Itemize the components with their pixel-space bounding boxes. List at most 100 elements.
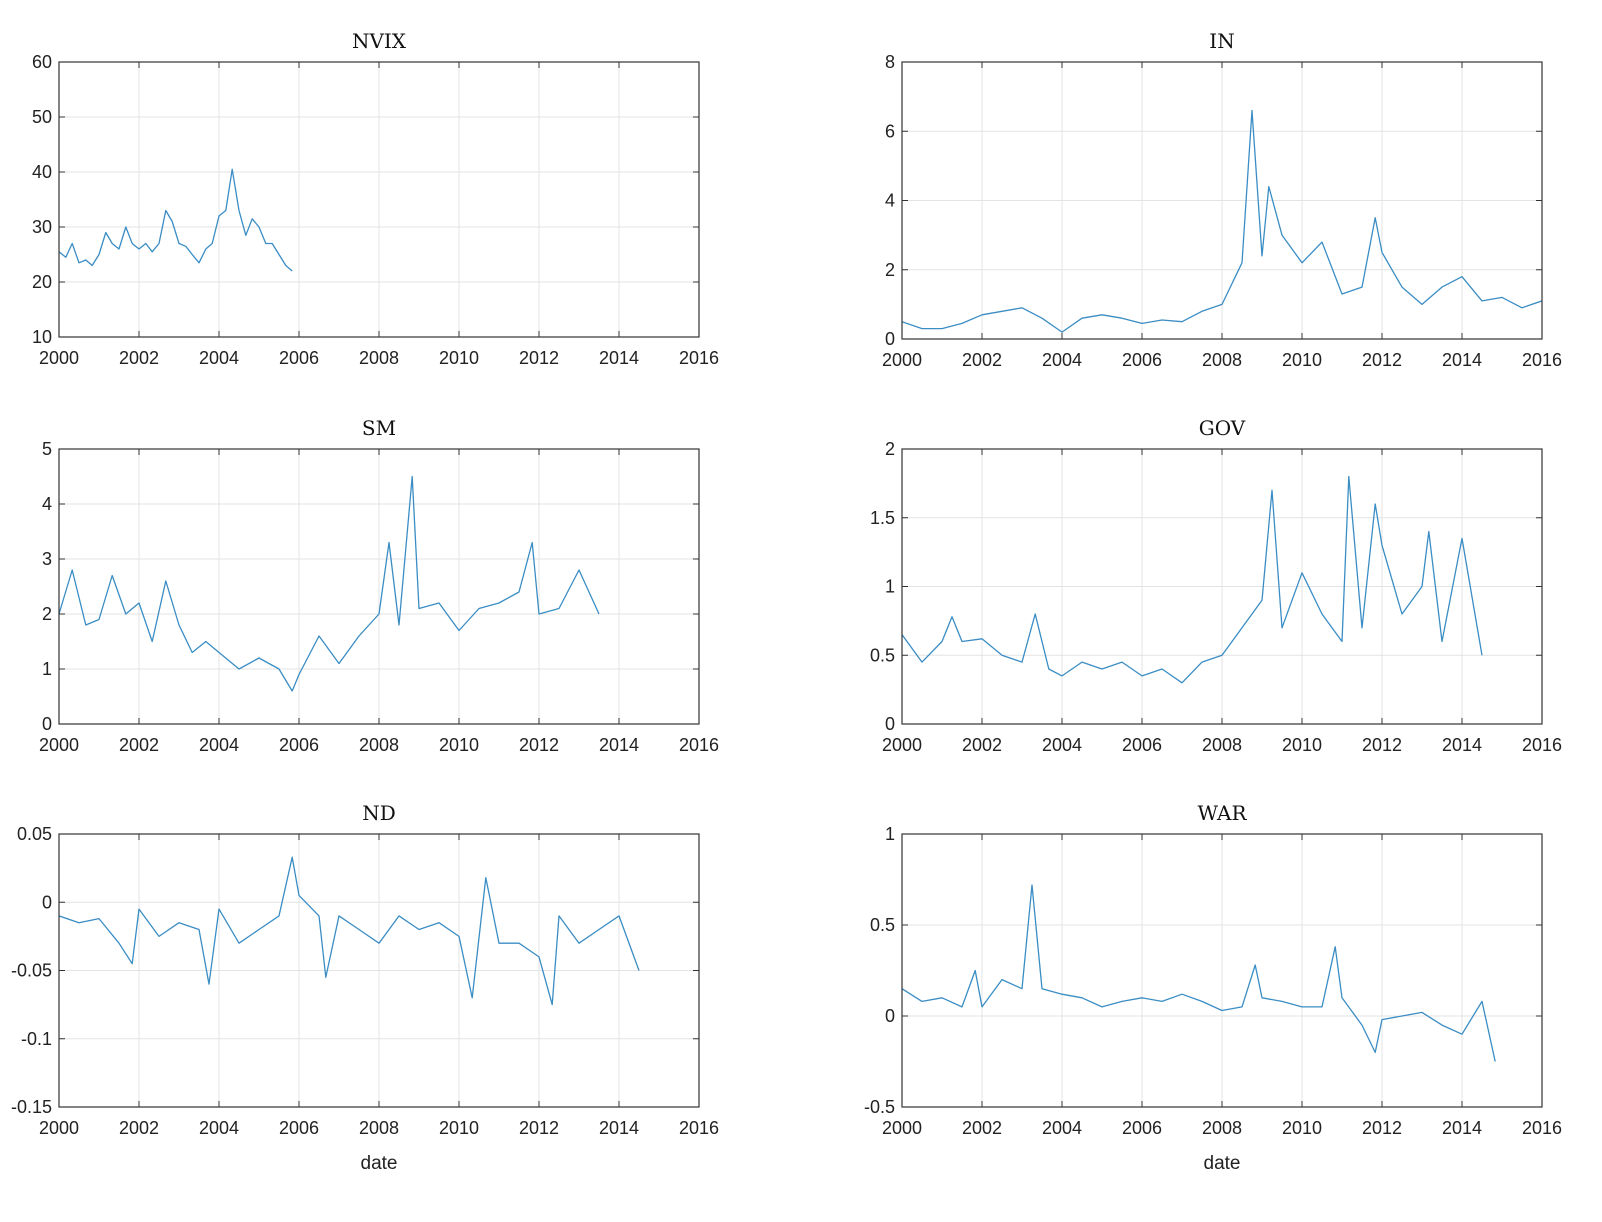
x-tick-label: 2010 [1282,350,1322,370]
y-tick-label: 6 [885,121,895,141]
x-tick-label: 2006 [279,1118,319,1138]
x-tick-label: 2012 [1362,1118,1402,1138]
y-tick-label: 2 [885,439,895,459]
x-axis-label: date [1204,1153,1241,1174]
x-tick-label: 2000 [882,735,922,755]
y-tick-label: 2 [885,260,895,280]
series-line [59,475,600,692]
x-tick-label: 2004 [1042,350,1082,370]
x-tick-label: 2008 [1202,350,1242,370]
axes-frame [58,448,700,725]
x-tick-label: 2002 [119,348,159,368]
subplot-title: IN [1209,29,1234,53]
x-tick-label: 2000 [882,350,922,370]
subplot-title: SM [362,416,396,440]
axes-frame [901,61,1543,340]
y-tick-label: 60 [32,52,52,72]
x-tick-label: 2016 [679,735,719,755]
axes-frame [901,448,1543,725]
x-tick-label: 2002 [962,1118,1002,1138]
series-line [902,475,1483,684]
x-tick-label: 2012 [1362,350,1402,370]
x-tick-label: 2006 [1122,735,1162,755]
subplot-title: GOV [1199,416,1246,440]
axes-frame [58,61,700,338]
y-tick-label: 1.5 [870,508,895,528]
x-tick-label: 2016 [679,1118,719,1138]
x-tick-label: 2008 [1202,735,1242,755]
y-tick-label: 10 [32,327,52,347]
x-tick-label: 2010 [439,348,479,368]
x-tick-label: 2006 [1122,1118,1162,1138]
x-tick-label: 2000 [882,1118,922,1138]
series-line [59,168,293,272]
subplot-in: 2000 2002 2004 2006 2008 2010 2012 2014 2016 0 2 4 6… [882,29,1562,370]
x-tick-label: 2006 [279,735,319,755]
subplot-nvix: 2000 2002 2004 2006 2008 2010 2012 2014 2016 10 20… [32,29,719,368]
x-tick-label: 2010 [1282,1118,1322,1138]
y-tick-label: 5 [42,439,52,459]
y-tick-label: -0.5 [864,1097,895,1117]
y-tick-label: 0.5 [870,645,895,665]
series-line [59,856,640,1006]
x-tick-label: 2014 [1442,735,1482,755]
y-tick-label: 0 [885,714,895,734]
x-tick-label: 2010 [439,735,479,755]
x-tick-label: 2012 [519,735,559,755]
x-tick-label: 2014 [1442,350,1482,370]
subplot-title: WAR [1197,801,1247,825]
x-tick-label: 2012 [519,348,559,368]
x-tick-label: 2004 [1042,735,1082,755]
y-tick-label: 0 [885,1006,895,1026]
y-tick-label: 0 [42,714,52,734]
x-tick-label: 2002 [962,350,1002,370]
x-tick-label: 2004 [199,348,239,368]
y-tick-label: 8 [885,52,895,72]
x-tick-label: 2002 [119,1118,159,1138]
y-tick-label: 1 [885,577,895,597]
series-line [902,109,1542,333]
x-tick-label: 2014 [599,735,639,755]
series-line [902,884,1496,1062]
x-tick-label: 2002 [962,735,1002,755]
subplot-gov: 2000 2002 2004 2006 2008 2010 2012 2014 2016 0 0.5… [870,416,1562,755]
x-tick-label: 2014 [599,1118,639,1138]
axes-frame [58,833,700,1108]
y-tick-label: 50 [32,107,52,127]
x-tick-label: 2000 [39,735,79,755]
x-tick-label: 2004 [199,735,239,755]
y-tick-label: 20 [32,272,52,292]
subplot-war: 2000 2002 2004 2006 2008 2010 2012 2014 2016 -0.5… [864,801,1562,1174]
x-tick-label: 2002 [119,735,159,755]
y-tick-label: 4 [885,191,895,211]
x-tick-label: 2008 [359,735,399,755]
subplot-sm: 2000 2002 2004 2006 2008 2010 2012 2014 2016 0 1 2 3… [39,416,719,755]
y-tick-label: 0.5 [870,915,895,935]
x-tick-label: 2000 [39,1118,79,1138]
y-tick-label: 3 [42,549,52,569]
y-tick-label: -0.15 [11,1097,52,1117]
x-tick-label: 2008 [1202,1118,1242,1138]
y-tick-label: 0.05 [17,824,52,844]
y-tick-label: 40 [32,162,52,182]
x-tick-label: 2016 [679,348,719,368]
x-tick-label: 2004 [1042,1118,1082,1138]
y-tick-label: 1 [885,824,895,844]
y-tick-label: 0 [42,892,52,912]
x-tick-label: 2006 [279,348,319,368]
x-tick-label: 2014 [1442,1118,1482,1138]
subplot-title: ND [362,801,396,825]
y-tick-label: 4 [42,494,52,514]
y-tick-label: -0.05 [11,961,52,981]
y-tick-label: -0.1 [21,1029,52,1049]
x-tick-label: 2000 [39,348,79,368]
x-tick-label: 2010 [439,1118,479,1138]
y-tick-label: 1 [42,659,52,679]
x-tick-label: 2012 [1362,735,1402,755]
x-tick-label: 2016 [1522,735,1562,755]
y-tick-label: 0 [885,329,895,349]
subplot-title: NVIX [352,29,407,53]
x-tick-label: 2004 [199,1118,239,1138]
subplot-nd: 2000 2002 2004 2006 2008 2010 2012 2014 2016 -0.1… [11,801,719,1174]
